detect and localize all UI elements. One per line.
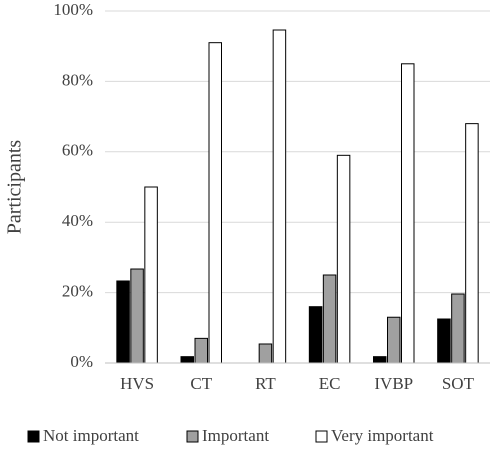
x-tick-label: SOT — [442, 374, 475, 393]
legend-swatch — [27, 430, 40, 443]
x-tick-label: HVS — [120, 374, 154, 393]
bar — [116, 280, 130, 364]
bar — [322, 274, 337, 364]
legend-label: Important — [202, 426, 269, 445]
bar — [130, 268, 144, 364]
y-tick-label: 60% — [62, 141, 93, 160]
y-tick-label: 40% — [62, 211, 93, 230]
bar — [258, 343, 273, 364]
bar — [437, 318, 451, 364]
legend-label: Not important — [43, 426, 139, 445]
bar — [465, 123, 479, 364]
bar — [308, 306, 323, 364]
x-tick-label: EC — [319, 374, 341, 393]
legend-swatch — [186, 430, 199, 443]
bar — [194, 337, 208, 364]
bar — [180, 356, 194, 364]
y-tick-label: 80% — [62, 70, 93, 89]
x-tick-label: IVBP — [374, 374, 413, 393]
bar — [387, 316, 401, 364]
x-tick-label: CT — [190, 374, 212, 393]
bar — [401, 63, 415, 364]
y-tick-label: 0% — [70, 352, 93, 371]
bar — [272, 29, 287, 364]
bar — [208, 42, 222, 364]
bar — [336, 154, 351, 364]
y-tick-label: 20% — [62, 282, 93, 301]
y-tick-label: 100% — [53, 0, 93, 19]
x-tick-label: RT — [255, 374, 276, 393]
bar — [451, 293, 465, 364]
y-axis-label: Participants — [4, 140, 26, 235]
legend-swatch — [315, 430, 328, 443]
bar — [373, 356, 387, 364]
bar — [144, 186, 158, 364]
legend-label: Very important — [331, 426, 434, 445]
